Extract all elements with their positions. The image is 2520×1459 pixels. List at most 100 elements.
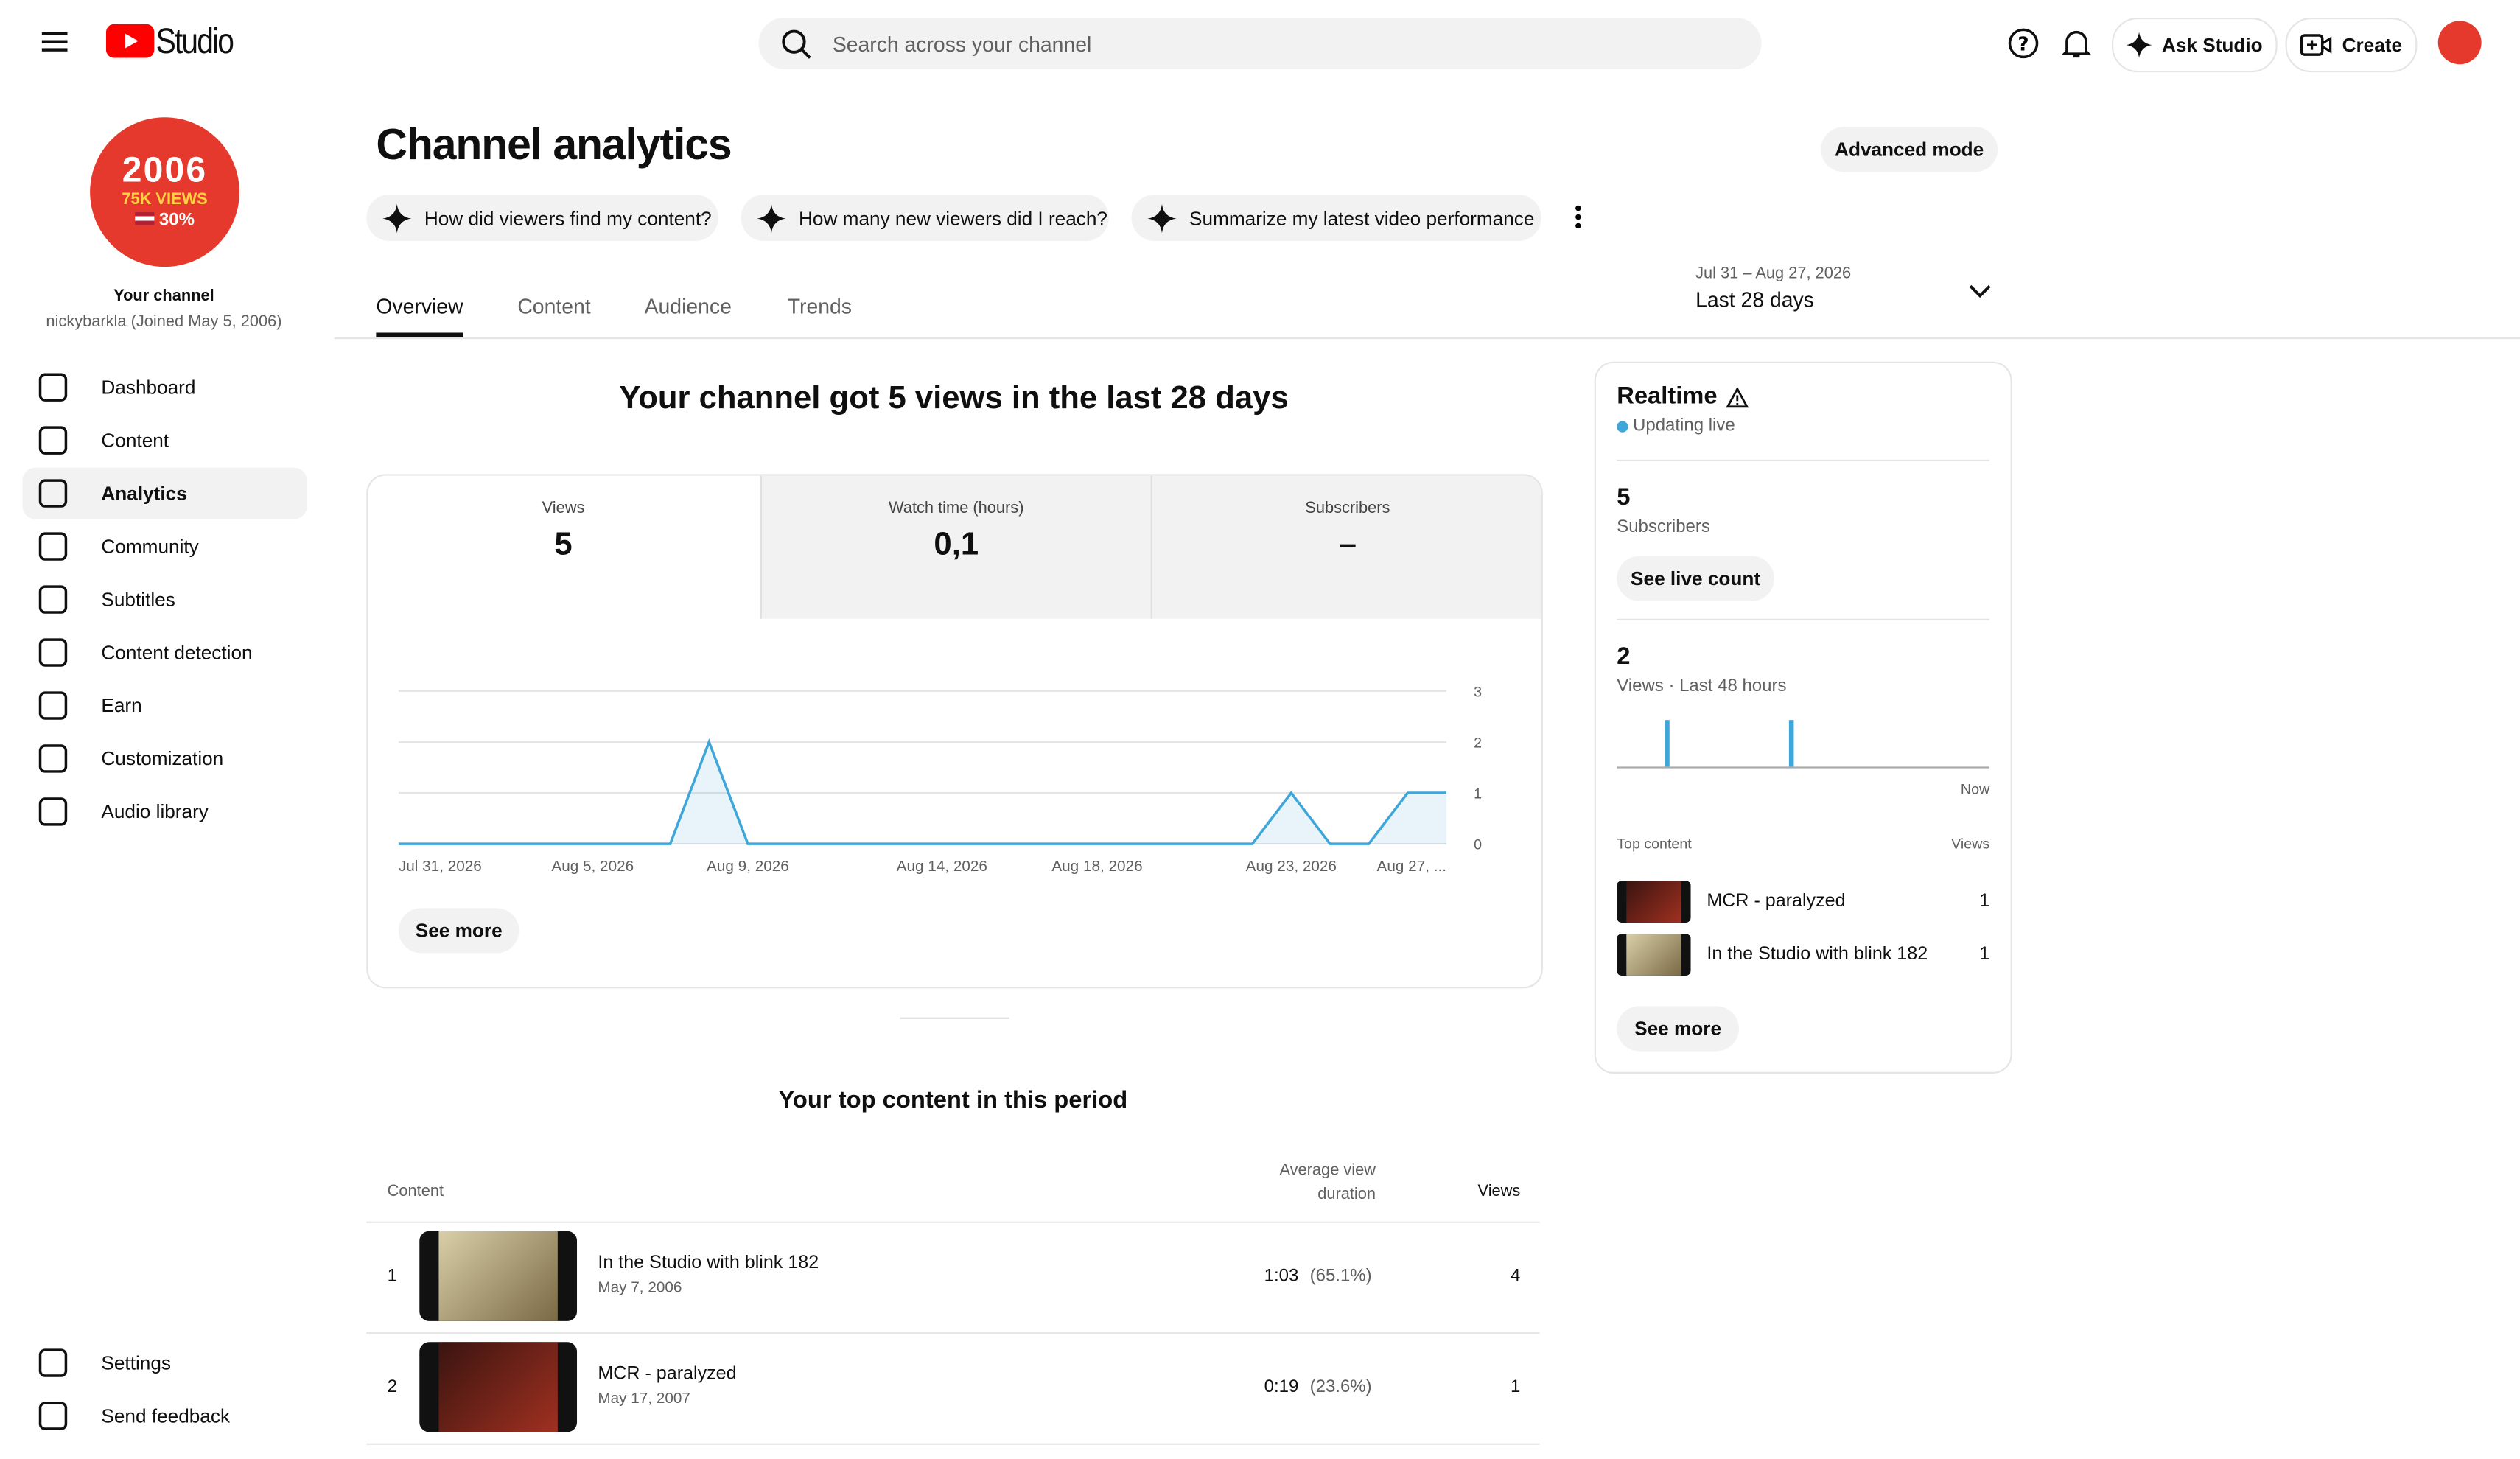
metric-tab[interactable]: Subscribers – xyxy=(1150,475,1541,619)
row-line xyxy=(366,1221,1540,1223)
nav-icon xyxy=(38,744,68,773)
nav-label: Content detection xyxy=(101,641,253,664)
nav-item[interactable]: Customization xyxy=(23,733,307,785)
tab[interactable]: Overview xyxy=(376,294,463,318)
metric-label: Subscribers xyxy=(1305,500,1390,518)
avatar-share: 30% xyxy=(158,210,195,230)
nav-item[interactable]: Audio library xyxy=(23,786,307,838)
nav-icon xyxy=(38,373,68,402)
create-icon xyxy=(2300,34,2332,56)
bell-icon[interactable] xyxy=(2062,27,2091,60)
nav-icon xyxy=(38,426,68,455)
more-icon[interactable] xyxy=(1572,204,1584,230)
rt-thumbnail[interactable] xyxy=(1617,881,1691,923)
prompt-chip[interactable]: Summarize my latest video performance xyxy=(1131,194,1541,242)
create-label: Create xyxy=(2342,33,2403,57)
icon-shape xyxy=(38,585,68,614)
nav-item[interactable]: Content xyxy=(23,415,307,466)
rt-video-title[interactable]: MCR - paralyzed xyxy=(1707,892,1846,912)
prompt-label: How did viewers find my content? xyxy=(424,206,712,229)
ask-studio-button[interactable]: Ask Studio xyxy=(2111,17,2278,73)
headline: Your channel got 5 views in the last 28 … xyxy=(619,380,1289,416)
realtime-card xyxy=(1594,361,2012,1074)
realtime-chart xyxy=(1617,720,1990,769)
nav-icon xyxy=(38,479,68,508)
icon-shape xyxy=(38,797,68,826)
rt-views-label: Views · Last 48 hours xyxy=(1617,676,1787,696)
icon-shape xyxy=(38,744,68,773)
channel-avatar[interactable]: 2006 75K VIEWS 30% xyxy=(90,117,239,267)
metric-tab[interactable]: Views 5 xyxy=(368,475,759,619)
divider xyxy=(1617,618,1990,620)
nav-item[interactable]: Analytics xyxy=(22,467,307,519)
nav-item[interactable]: Subtitles xyxy=(23,574,307,626)
warning-icon xyxy=(1726,387,1749,408)
x-tick-label: Aug 18, 2026 xyxy=(1051,858,1142,875)
logo-text[interactable]: Studio xyxy=(155,21,234,61)
see-live-count[interactable]: See live count xyxy=(1617,556,1774,601)
spark xyxy=(1147,203,1177,233)
metric-tab[interactable]: Watch time (hours) 0,1 xyxy=(759,475,1152,619)
rank: 1 xyxy=(387,1266,398,1286)
separator xyxy=(900,1017,1009,1019)
help-icon[interactable]: ? xyxy=(2007,27,2040,60)
duration: 1:03 xyxy=(1264,1266,1299,1286)
thumbnail[interactable] xyxy=(419,1342,578,1432)
rt-bar xyxy=(1665,720,1670,767)
flag xyxy=(135,211,155,225)
see-more-button[interactable]: See more xyxy=(398,908,519,954)
tab[interactable]: Audience xyxy=(644,294,732,318)
nav-label: Earn xyxy=(101,694,142,717)
video-date: May 7, 2006 xyxy=(598,1279,682,1298)
divider xyxy=(334,337,2520,340)
nav-item[interactable]: Content detection xyxy=(23,627,307,679)
x-tick-label: Jul 31, 2026 xyxy=(399,858,482,875)
prompt-chip[interactable]: How many new viewers did I reach? xyxy=(741,194,1109,242)
create-button[interactable]: Create xyxy=(2285,17,2418,73)
y-tick-label: 2 xyxy=(1474,735,1482,752)
divider xyxy=(1617,459,1990,461)
video-title[interactable]: In the Studio with blink 182 xyxy=(598,1253,819,1273)
search-box[interactable]: Search across your channel xyxy=(758,17,1762,69)
icon-shape xyxy=(38,373,68,402)
rt-see-more[interactable]: See more xyxy=(1617,1006,1739,1052)
nav-item[interactable]: Community xyxy=(23,521,307,573)
nav-icon xyxy=(38,691,68,720)
chevron[interactable] xyxy=(1969,283,1992,299)
rt-thumbnail[interactable] xyxy=(1617,934,1691,976)
rank: 2 xyxy=(387,1377,398,1397)
rt-video-title[interactable]: In the Studio with blink 182 xyxy=(1707,945,1928,965)
nav-item[interactable]: Send feedback xyxy=(23,1390,307,1442)
nav-item[interactable]: Earn xyxy=(23,680,307,732)
date-label[interactable]: Last 28 days xyxy=(1695,287,1814,312)
account-avatar[interactable] xyxy=(2437,21,2482,65)
col-views: Views xyxy=(1477,1183,1521,1201)
metric-label: Views xyxy=(542,500,585,518)
icon-shape xyxy=(38,426,68,455)
nav-icon xyxy=(38,1402,68,1430)
nav-label: Customization xyxy=(101,747,224,770)
advanced-mode-button[interactable]: Advanced mode xyxy=(1821,127,1998,172)
thumbnail[interactable] xyxy=(419,1231,578,1321)
nav-item[interactable]: Settings xyxy=(23,1337,307,1389)
video-title[interactable]: MCR - paralyzed xyxy=(598,1364,737,1384)
duration-pct: (23.6%) xyxy=(1309,1377,1372,1397)
nav-label: Community xyxy=(101,535,199,558)
live-dot xyxy=(1617,421,1628,433)
line xyxy=(398,738,1447,845)
views: 1 xyxy=(1510,1377,1521,1397)
metric-value: – xyxy=(1338,527,1357,563)
logo-icon xyxy=(105,24,155,58)
rt-video-views: 1 xyxy=(1979,945,1990,965)
nav-label: Settings xyxy=(101,1351,171,1374)
channel-label: Your channel xyxy=(113,287,214,306)
icon-shape xyxy=(38,532,68,561)
prompt-label: How many new viewers did I reach? xyxy=(799,206,1107,229)
icon-shape xyxy=(38,638,68,667)
tab[interactable]: Trends xyxy=(787,294,852,318)
nav-item[interactable]: Dashboard xyxy=(23,362,307,413)
tab[interactable]: Content xyxy=(517,294,591,318)
prompt-chip[interactable]: How did viewers find my content? xyxy=(366,194,718,242)
menu-icon[interactable] xyxy=(41,30,68,53)
